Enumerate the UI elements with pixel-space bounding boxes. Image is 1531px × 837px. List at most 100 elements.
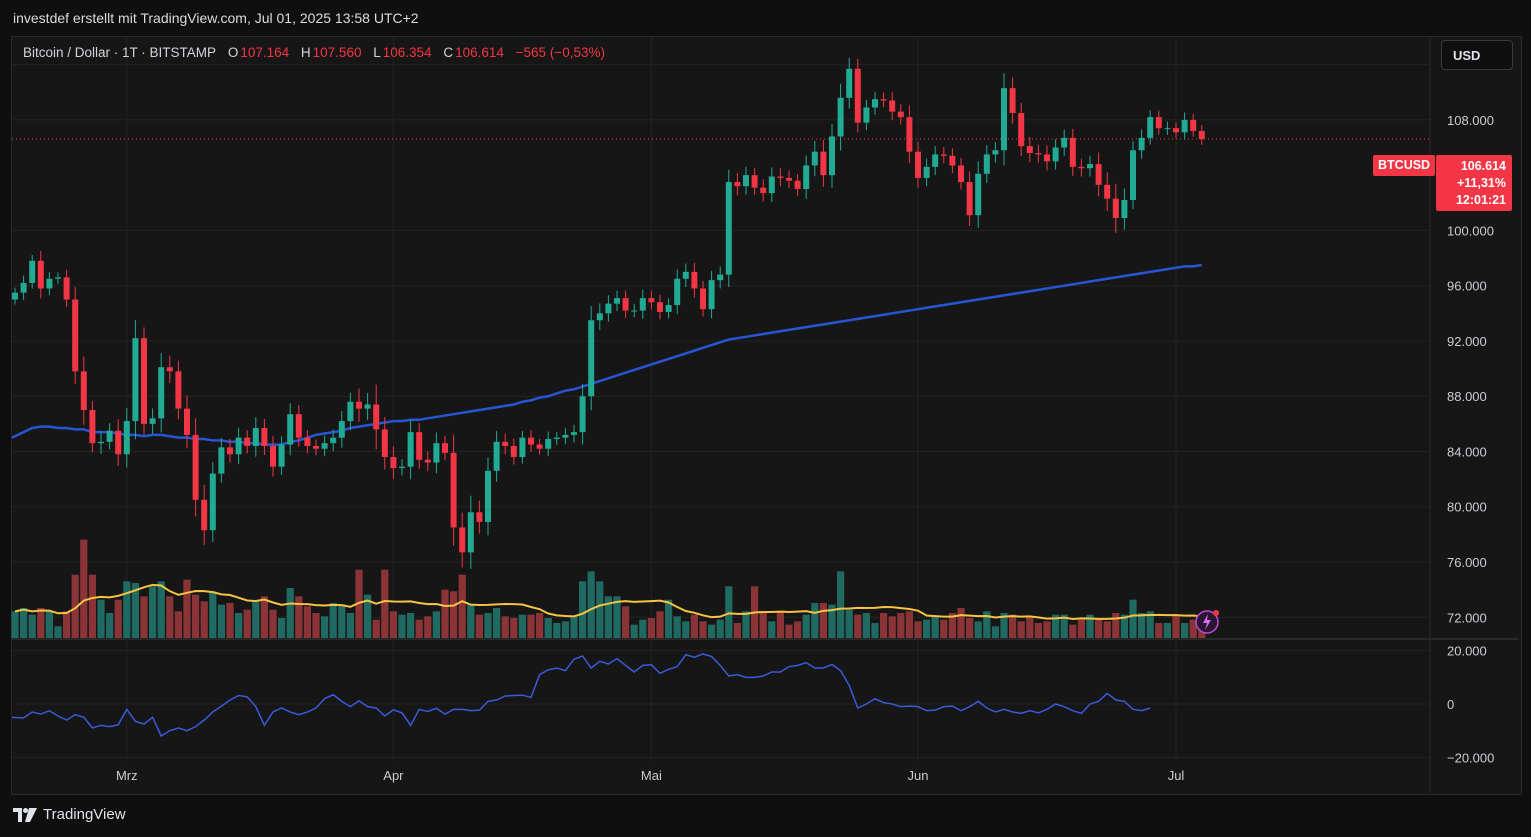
candle <box>1044 145 1050 171</box>
candle <box>115 419 122 466</box>
volume-bar <box>321 616 329 638</box>
volume-bar <box>587 571 595 638</box>
price-tick-label: 108.000 <box>1447 113 1494 128</box>
candle-body <box>665 305 672 312</box>
candle-body <box>485 470 491 522</box>
volume-bar <box>1017 621 1025 638</box>
volume-bar <box>690 614 698 638</box>
volume-bar <box>415 619 423 638</box>
volume-bar <box>828 604 836 638</box>
candle-body <box>270 445 276 467</box>
tradingview-logo[interactable]: TradingView <box>13 806 126 823</box>
candle-body <box>12 292 18 300</box>
ohlc-legend: Bitcoin / Dollar · 1T · BITSTAMP O 107.16… <box>23 45 607 60</box>
volume-bar <box>1043 621 1051 638</box>
volume-bar <box>1189 619 1197 638</box>
candle <box>192 418 199 517</box>
candle <box>1121 188 1128 230</box>
candle <box>295 405 302 447</box>
candle <box>837 83 844 151</box>
candle-body <box>897 111 904 118</box>
volume-bar <box>1138 613 1146 638</box>
candle <box>1087 155 1093 177</box>
volume-bar <box>622 606 630 638</box>
candle-body <box>1112 198 1119 218</box>
volume-bar <box>897 613 905 638</box>
volume-bar <box>364 594 372 638</box>
volume-bar <box>157 581 165 638</box>
volume-bar <box>1120 614 1128 638</box>
candle <box>906 105 913 164</box>
candle-body <box>519 437 526 458</box>
candle <box>1138 129 1145 159</box>
volume-bar <box>450 591 458 638</box>
legend-symbol-title[interactable]: Bitcoin / Dollar · 1T · BITSTAMP <box>23 45 217 60</box>
candle <box>347 392 354 431</box>
volume-bar <box>329 603 337 638</box>
volume-bar <box>1146 611 1154 638</box>
volume-bar <box>1069 624 1077 638</box>
time-tick-label: Apr <box>383 768 404 783</box>
candle <box>811 140 818 177</box>
candle <box>158 353 165 433</box>
volume-bar <box>467 604 475 638</box>
oscillator-layer <box>11 653 1151 738</box>
candle <box>889 92 896 120</box>
candle <box>1190 114 1197 137</box>
candle <box>424 451 431 471</box>
legend-high-value: 107.560 <box>312 45 362 60</box>
volume-bar <box>940 619 948 638</box>
candle-body <box>235 437 242 455</box>
candle-body <box>889 100 896 112</box>
candle <box>768 167 775 203</box>
candle <box>218 438 225 483</box>
candle <box>1035 144 1042 163</box>
candle-body <box>760 187 767 194</box>
candle-body <box>1035 153 1042 155</box>
candle-body <box>949 155 956 166</box>
volume-bar <box>854 614 862 638</box>
candle-body <box>940 154 947 156</box>
candle <box>227 439 233 463</box>
price-tick-label: 76.000 <box>1447 555 1487 570</box>
candle <box>691 262 698 298</box>
candle-body <box>691 271 698 289</box>
candle-body <box>829 136 835 176</box>
lightning-alert-icon[interactable] <box>1194 608 1222 636</box>
volume-bar <box>1052 614 1060 638</box>
volume-bar <box>837 571 845 638</box>
currency-button[interactable]: USD <box>1441 40 1513 70</box>
candle <box>760 179 767 202</box>
candle-body <box>201 499 208 531</box>
candle-body <box>476 512 483 522</box>
volume-bar <box>1112 613 1120 638</box>
candle <box>1026 137 1033 163</box>
candle <box>442 435 448 461</box>
volume-bar <box>235 613 243 638</box>
candle-body <box>287 414 294 445</box>
volume-bar <box>80 539 88 638</box>
volume-bar <box>501 616 509 638</box>
candle <box>89 400 96 453</box>
candle-body <box>364 404 371 409</box>
candle <box>846 58 853 109</box>
volume-bar <box>613 596 621 638</box>
volume-bar <box>97 599 105 638</box>
candle-body <box>184 408 190 435</box>
candle-body <box>932 154 939 167</box>
candle-body <box>786 177 792 181</box>
volume-layer <box>11 539 1206 638</box>
candle-body <box>338 421 345 438</box>
candle-body <box>811 151 818 166</box>
candle <box>708 271 715 319</box>
candle <box>682 263 689 288</box>
candle-body <box>682 271 689 279</box>
candle <box>700 280 706 317</box>
candle <box>863 100 870 131</box>
candle-body <box>166 367 173 372</box>
candle <box>459 512 466 568</box>
candle-body <box>1173 128 1179 133</box>
candle <box>356 388 362 422</box>
candle <box>519 431 526 464</box>
